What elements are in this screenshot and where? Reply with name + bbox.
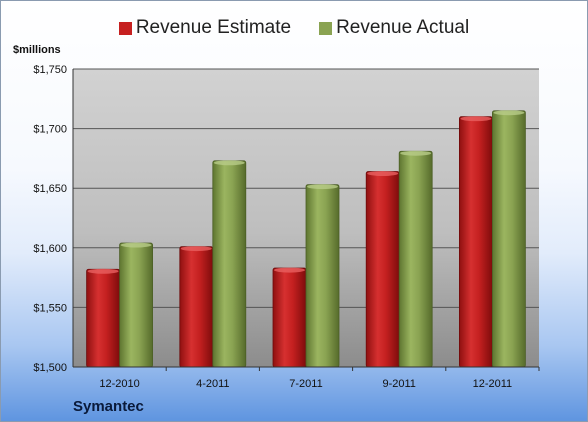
bar-revenue-actual bbox=[119, 242, 153, 368]
bar-revenue-estimate-cap bbox=[274, 267, 305, 273]
y-tick-label: $1,600 bbox=[33, 243, 67, 255]
bar-revenue-actual bbox=[491, 110, 526, 368]
bar-revenue-estimate-cap bbox=[460, 116, 492, 122]
legend-item-estimate: Revenue Estimate bbox=[118, 17, 292, 39]
bar-revenue-estimate bbox=[272, 267, 307, 368]
bar-revenue-actual-cap bbox=[493, 110, 525, 116]
x-tick-label: 12-2010 bbox=[99, 378, 139, 390]
bar-revenue-estimate-cap bbox=[367, 171, 399, 177]
bar-revenue-estimate bbox=[365, 171, 400, 368]
y-tick-label: $1,700 bbox=[33, 124, 67, 136]
y-tick-label: $1,500 bbox=[33, 362, 67, 374]
bar-revenue-estimate bbox=[458, 116, 493, 368]
legend-swatch-actual bbox=[319, 21, 333, 35]
x-tick-label: 7-2011 bbox=[289, 378, 322, 390]
y-tick-label: $1,750 bbox=[33, 64, 67, 76]
legend: Revenue Estimate Revenue Actual bbox=[1, 17, 587, 39]
x-tick-label: 9-2011 bbox=[382, 378, 415, 390]
company-label: Symantec bbox=[73, 398, 144, 415]
bar-revenue-actual-cap bbox=[120, 242, 152, 248]
unit-label: $millions bbox=[13, 44, 61, 56]
legend-swatch-estimate bbox=[118, 21, 132, 35]
legend-label-estimate: Revenue Estimate bbox=[135, 17, 292, 38]
bar-revenue-estimate-cap bbox=[87, 268, 119, 274]
legend-item-actual: Revenue Actual bbox=[319, 17, 469, 39]
y-tick-label: $1,650 bbox=[33, 183, 67, 195]
bar-revenue-actual-cap bbox=[307, 184, 338, 190]
bar-revenue-actual bbox=[212, 160, 247, 368]
legend-label-actual: Revenue Actual bbox=[336, 17, 470, 38]
bar-revenue-actual bbox=[398, 150, 433, 368]
x-tick-label: 4-2011 bbox=[196, 378, 229, 390]
x-tick-label: 12-2011 bbox=[473, 378, 513, 390]
bar-revenue-actual bbox=[305, 184, 340, 368]
bar-revenue-actual-cap bbox=[213, 160, 245, 166]
bar-revenue-estimate-cap bbox=[180, 246, 212, 252]
bar-revenue-estimate bbox=[179, 246, 214, 368]
y-tick-label: $1,550 bbox=[33, 302, 67, 314]
bar-revenue-actual-cap bbox=[400, 150, 432, 156]
bar-revenue-estimate bbox=[86, 268, 120, 368]
